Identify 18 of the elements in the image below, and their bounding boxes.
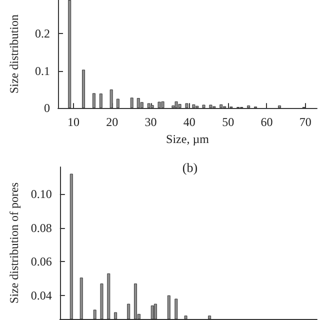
y-tick-label: 0.1: [35, 64, 50, 78]
x-tick-label: 70: [299, 115, 312, 130]
x-axis-title: Size, µm: [166, 132, 210, 146]
x-tick-label: 50: [222, 115, 234, 130]
y-tick-label: 0: [44, 101, 50, 116]
y-tick-label: 0.08: [30, 220, 52, 235]
x-tick-label: 10: [67, 115, 80, 130]
x-tick-label: 30: [144, 115, 157, 130]
y-axis-title: Size distribution of pores: [7, 182, 21, 304]
y-tick-label: 0.10: [30, 187, 52, 202]
y-axis-title: Size distribution: [7, 14, 21, 94]
y-tick-label: 0.2: [35, 26, 50, 41]
x-tick-label: 40: [183, 115, 196, 130]
chart-title: (b): [182, 160, 198, 175]
y-tick-label: 0.06: [30, 254, 52, 269]
y-tick-label: 0.04: [30, 288, 52, 302]
x-tick-label: 20: [106, 115, 118, 130]
x-tick-label: 60: [260, 115, 273, 130]
